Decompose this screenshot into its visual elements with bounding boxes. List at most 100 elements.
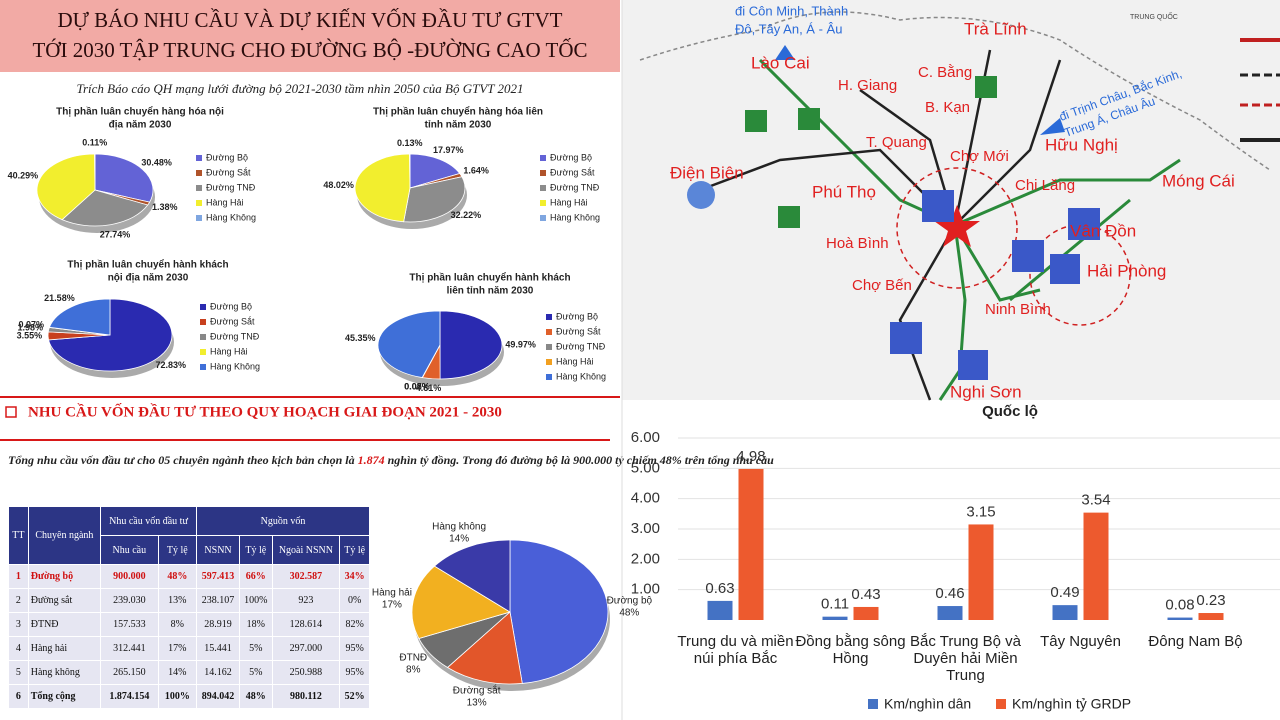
map-label: T. Quang <box>866 134 927 151</box>
table-cell: Nguồn vốn <box>196 506 370 536</box>
bullet <box>5 406 17 418</box>
map-label: Hải Phòng <box>1087 261 1166 280</box>
table-cell: Nhu cầu <box>100 535 159 565</box>
slice-value: 48.02% <box>323 180 354 190</box>
table-cell: 312.441 <box>100 636 159 661</box>
map-label: đi Côn Minh, Thành <box>735 3 848 18</box>
airport-icon <box>745 110 767 132</box>
legend-label: Đường Bộ <box>206 152 248 162</box>
airport-icon <box>890 322 922 354</box>
table-cell: 100% <box>239 588 273 613</box>
legend-swatch <box>196 155 202 161</box>
table-cell: 5 <box>8 660 29 685</box>
value-label: 3.54 <box>1081 492 1110 509</box>
value-label: 0.43 <box>851 586 880 603</box>
table-cell: 100% <box>157 684 198 709</box>
table-cell: 980.112 <box>271 684 341 709</box>
slice-value: 8% <box>406 664 421 675</box>
value-label: 0.11 <box>821 596 849 613</box>
table-cell: 297.000 <box>271 636 341 661</box>
x-tick-label: Đông Nam Bộ <box>1148 633 1242 650</box>
table-cell: 52% <box>339 684 370 709</box>
airport-icon <box>687 181 715 209</box>
value-label: 3.15 <box>966 503 995 520</box>
table-row: 4 Hàng hải 312.441 17% 15.441 5% 297.000 95% <box>8 636 370 661</box>
slice-value: 49.97% <box>505 339 536 349</box>
legend-swatch <box>540 155 546 161</box>
subtitle: Trích Báo cáo QH mạng lưới đường bộ 2021… <box>76 81 523 96</box>
intro-text: nghìn tỷ đồng. Trong đó đường bộ là 900.… <box>385 453 775 467</box>
table-cell: 900.000 <box>100 564 159 589</box>
intro-highlight: 1.874 <box>358 453 385 467</box>
pie-slice <box>48 298 111 336</box>
legend-swatch <box>546 314 552 320</box>
table-cell: 18% <box>239 612 273 637</box>
x-tick-label: Trung du và miền núi phía Bắc <box>677 633 793 667</box>
legend-label: Km/nghìn tỷ GRDP <box>1012 696 1131 712</box>
legend-label: Đường Sắt <box>206 167 251 177</box>
table-cell: 3 <box>8 612 29 637</box>
pie-slice <box>433 539 511 613</box>
pie-title: liên tỉnh năm 2030 <box>447 286 534 297</box>
table-cell: Tổng cộng <box>27 684 102 709</box>
map-label: B. Kạn <box>925 99 970 116</box>
table-cell: ĐTNĐ <box>27 612 102 637</box>
slice-category: Hàng không <box>432 521 486 532</box>
legend-label: Đường TNĐ <box>210 331 260 341</box>
header-title: DỰ BÁO NHU CẦU VÀ DỰ KIẾN VỐN ĐẦU TƯ GTV… <box>57 8 562 32</box>
slice-value: 17% <box>382 599 402 610</box>
legend-swatch <box>540 215 546 221</box>
table-cell: 14% <box>157 660 198 685</box>
legend-swatch <box>196 215 202 221</box>
expressway <box>954 158 1181 227</box>
slice-value: 0.02% <box>404 382 430 392</box>
map-label: Phú Thọ <box>812 182 876 201</box>
pie-slice <box>446 611 523 685</box>
map-label: TRUNG QUỐC <box>1130 11 1178 21</box>
slice-value: 1.64% <box>463 166 489 176</box>
y-tick-label: 3.00 <box>631 520 660 537</box>
bar <box>937 606 963 620</box>
region-circle <box>896 167 1018 289</box>
legend-label: Hàng Hải <box>206 197 244 207</box>
pie-slice <box>509 539 609 684</box>
legend-swatch <box>540 200 546 206</box>
bar <box>1052 605 1078 620</box>
map-label: Móng Cái <box>1162 171 1235 190</box>
table-cell: 28.919 <box>196 612 241 637</box>
table-cell: 48% <box>239 684 273 709</box>
legend-label: Đường Sắt <box>556 326 601 336</box>
legend-label: Hàng Không <box>206 212 256 222</box>
x-tick-label: Bắc Trung Bộ và Duyên hải Miền Trung <box>910 633 1022 684</box>
legend-swatch <box>200 334 206 340</box>
legend-label: Hàng Không <box>210 361 260 371</box>
pie-title: Thị phần luân chuyển hàng hóa liên <box>373 106 543 118</box>
table-cell: 14.162 <box>196 660 241 685</box>
legend-swatch <box>546 344 552 350</box>
x-tick-label: Đồng bằng sông Hồng <box>795 633 905 667</box>
bar <box>1198 613 1224 620</box>
table-cell: 1 <box>8 564 29 589</box>
slice-value: 0.11% <box>82 138 107 148</box>
map-label: Lào Cai <box>751 53 810 72</box>
slice-label: Đường sắt 13% <box>453 683 501 708</box>
slice-label: Đường bộ 48% <box>607 595 653 618</box>
legend-label: Đường TNĐ <box>206 182 256 192</box>
table-cell: Tỷ lệ <box>157 535 198 565</box>
slice-value: 45.35% <box>345 333 376 343</box>
map-label: Hoà Bình <box>826 235 889 252</box>
table-cell: 128.614 <box>271 612 341 637</box>
table-row: TT Chuyên ngành Nhu cầu vốn đầu tư Nguồn vố… <box>8 506 370 565</box>
table-cell: 34% <box>339 564 370 589</box>
bar <box>707 600 733 620</box>
legend-label: Đường Sắt <box>550 167 595 177</box>
legend-label: Hàng Không <box>550 212 600 222</box>
legend-label: Hàng Hải <box>556 356 594 366</box>
bar <box>1167 617 1193 620</box>
border <box>639 11 1271 171</box>
table-cell: 48% <box>157 564 198 589</box>
table-cell: Đường bộ <box>27 564 102 589</box>
port-icon <box>1050 254 1080 284</box>
table-cell: NSNN <box>196 535 241 565</box>
legend-label: Đường Bộ <box>550 152 592 162</box>
